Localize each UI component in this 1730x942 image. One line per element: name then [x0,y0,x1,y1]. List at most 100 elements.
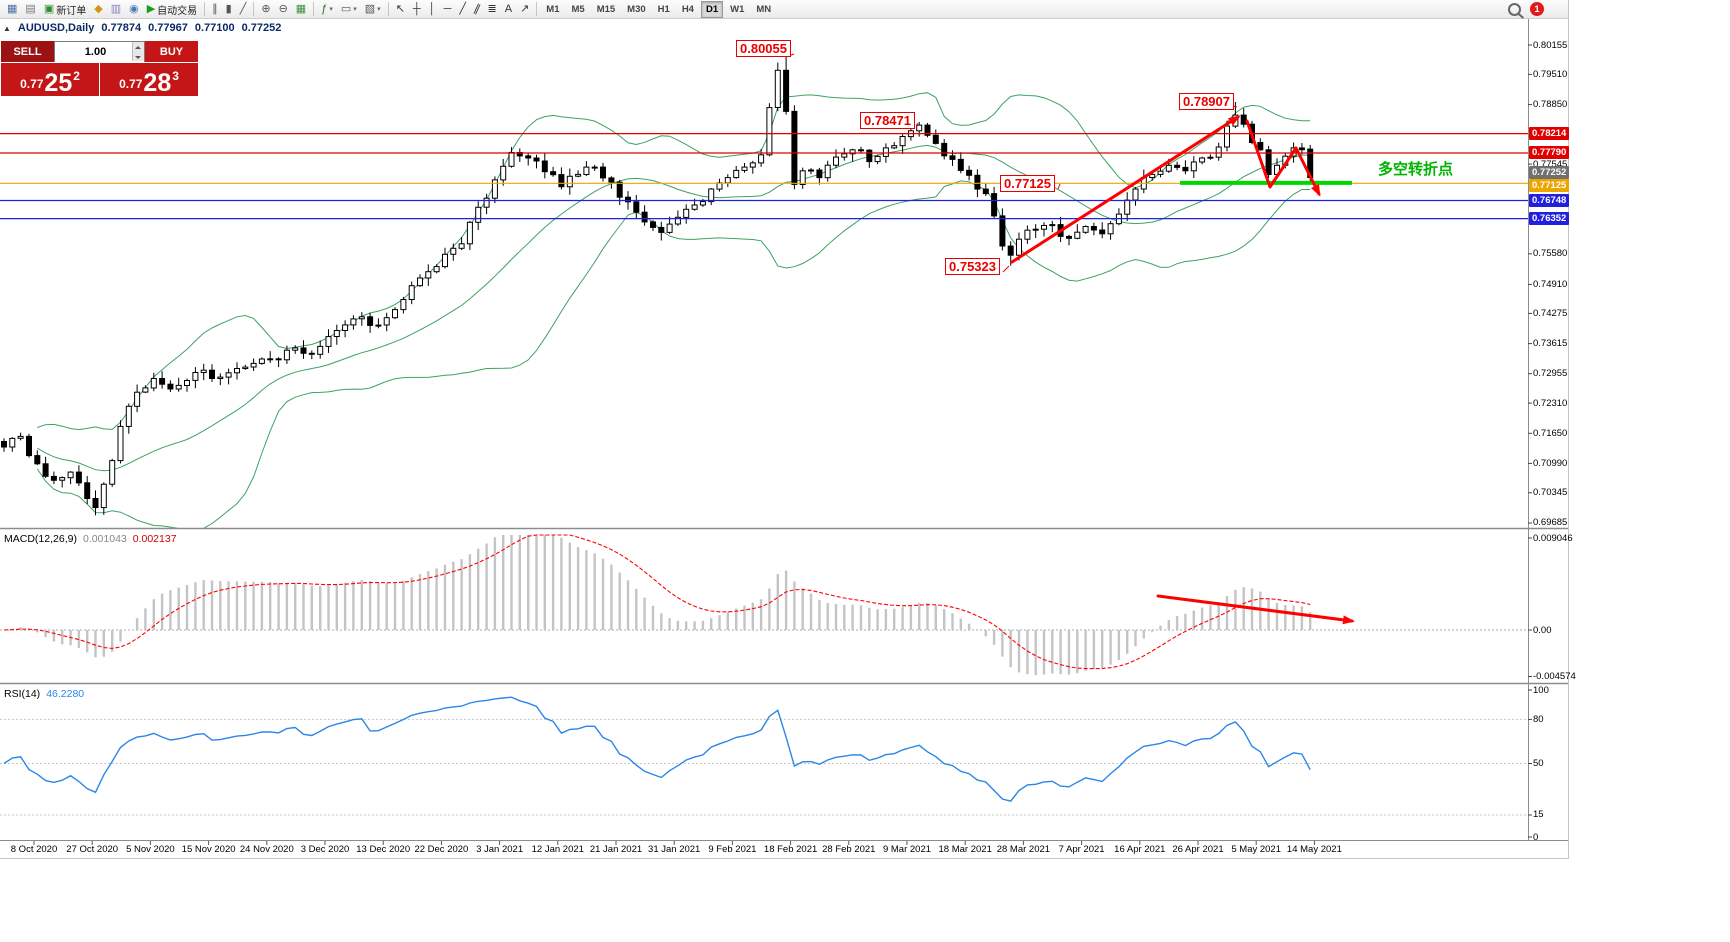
sell-price-big: 25 [44,69,73,97]
rsi-indicator-label: RSI(14) 46.2280 [4,688,90,700]
volume-decrease-button[interactable] [133,51,144,61]
bars-chart-icon: ∥ [212,2,218,15]
channel-tool-button[interactable]: ∥ [470,0,484,19]
arrow-tool-button[interactable]: ↗ [516,0,533,19]
market-watch-button[interactable]: ◆ [90,0,106,19]
rsi-name: RSI(14) [4,688,41,700]
price-annotation[interactable]: 0.78907 [1179,93,1234,110]
autotrading-icon: ▶ [146,2,156,15]
new-order-icon: ▣ [43,2,55,15]
sell-price-tile[interactable]: 0.77 25 2 [1,63,99,96]
toolbar-separator [253,2,255,16]
new-order-label: 新订单 [56,5,87,17]
indicators-caret-icon: ▾ [329,6,333,13]
pivot-label[interactable]: 多空转折点 [1378,161,1454,178]
tile-windows-icon: ▦ [295,2,307,15]
chart-symbol-period: AUDUSD,Daily [17,22,95,34]
bars-chart-button[interactable]: ∥ [208,0,222,19]
templates-button[interactable]: ▧ ▾ [361,0,385,19]
periods-caret-icon: ▾ [353,6,357,13]
timeframe-mn-button[interactable]: MN [756,3,772,15]
autotrading-label: 自动交易 [157,5,198,17]
one-click-toggle-icon[interactable]: ▲ [3,23,11,33]
crosshair-tool-button[interactable]: ┼ [409,0,425,19]
chart-close-value: 0.77252 [241,22,282,34]
toolbar-right-cluster: 1 [1508,2,1544,16]
timeframe-w1-button[interactable]: W1 [730,3,745,15]
sell-price-small: 0.77 [20,77,44,91]
chart-high-value: 0.77967 [148,22,188,34]
volume-stepper [132,42,144,61]
templates-caret-icon: ▾ [377,6,381,13]
new-chart-button[interactable]: ▦ [3,0,21,19]
toolbar-separator [387,2,389,16]
chart-title: ▲ AUDUSD,Daily 0.77874 0.77967 0.77100 0… [3,22,281,34]
candles-chart-button[interactable]: ▮ [222,0,236,19]
candles-chart-icon: ▮ [225,2,232,15]
toolbar: 1 ▦ ▤ ▣ 新订单 ◆ ▥ ◉ ▶ 自动交易 ∥ ▮ ╱ ⊕ ⊖ ▦ ƒ ▾ ▭ ▾ ▧ ▾ ↖ ┼ │ ─ ╱ ∥ ≣ A ↗ M1 M… [0,0,1568,19]
zoom-out-icon: ⊖ [278,2,288,15]
volume-increase-button[interactable] [133,42,144,52]
timeframe-m15-button[interactable]: M15 [596,3,616,15]
periods-icon: ▭ [340,2,352,15]
search-icon[interactable] [1508,2,1521,16]
new-chart-icon: ▦ [7,2,18,15]
timeframe-m30-button[interactable]: M30 [627,3,646,15]
navigator-button[interactable]: ◉ [125,0,143,19]
indicators-button[interactable]: ƒ ▾ [317,0,337,19]
price-annotation[interactable]: 0.77125 [1000,175,1055,192]
macd-main-value: 0.001043 [82,533,127,545]
buy-price-tile[interactable]: 0.77 28 3 [100,63,198,96]
buy-price-big: 28 [143,69,172,97]
macd-name: MACD(12,26,9) [4,533,77,545]
volume-input[interactable] [55,42,144,62]
chart-profiles-button[interactable]: ▤ [21,0,39,19]
horizontal-line-tool-icon: ─ [443,2,452,15]
timeframe-h1-button[interactable]: H1 [657,3,670,15]
horizontal-line-tool-button[interactable]: ─ [440,0,456,19]
sell-button[interactable]: SELL [1,41,54,62]
tile-windows-button[interactable]: ▦ [292,0,310,19]
new-order-button[interactable]: ▣ 新订单 [40,0,90,19]
cursor-tool-icon: ↖ [395,2,405,15]
autotrading-button[interactable]: ▶ 自动交易 [143,0,201,19]
price-annotation[interactable]: 0.80055 [736,40,791,57]
crosshair-tool-icon: ┼ [412,2,421,15]
price-annotation[interactable]: 0.75323 [945,258,1000,275]
timeframe-m5-button[interactable]: M5 [571,3,585,15]
channel-tool-icon: ∥ [471,1,482,16]
text-tool-button[interactable]: A [501,0,516,19]
zoom-in-button[interactable]: ⊕ [257,0,274,19]
market-watch-icon: ◆ [94,2,103,15]
sell-price-sup: 2 [73,69,80,83]
periods-button[interactable]: ▭ ▾ [337,0,361,19]
chart-low-value: 0.77100 [194,22,235,34]
chart-open-value: 0.77874 [101,22,142,34]
cursor-tool-button[interactable]: ↖ [392,0,409,19]
zoom-out-button[interactable]: ⊖ [275,0,292,19]
timeframe-m1-button[interactable]: M1 [546,3,560,15]
notifications-badge[interactable]: 1 [1530,2,1544,16]
line-chart-button[interactable]: ╱ [236,0,251,19]
price-annotation[interactable]: 0.78471 [860,112,915,129]
fibonacci-tool-button[interactable]: ≣ [484,0,501,19]
buy-price-sup: 3 [172,69,179,83]
trendline-tool-icon: ╱ [459,2,466,15]
navigator-icon: ◉ [129,2,139,15]
fibonacci-tool-icon: ≣ [487,2,497,15]
line-chart-icon: ╱ [239,2,247,15]
timeframe-d1-button[interactable]: D1 [700,0,724,18]
vertical-line-tool-button[interactable]: │ [425,0,440,19]
timeframe-h4-button[interactable]: H4 [681,3,694,15]
arrow-tool-icon: ↗ [520,2,530,15]
vertical-line-tool-icon: │ [428,2,436,15]
volume-field [54,41,145,62]
toolbar-separator [536,2,538,16]
data-window-button[interactable]: ▥ [107,0,125,19]
macd-indicator-label: MACD(12,26,9) 0.001043 0.002137 [4,533,183,545]
trendline-tool-button[interactable]: ╱ [455,0,470,19]
buy-button[interactable]: BUY [145,41,198,62]
buy-price-small: 0.77 [119,77,143,91]
templates-icon: ▧ [364,2,376,15]
